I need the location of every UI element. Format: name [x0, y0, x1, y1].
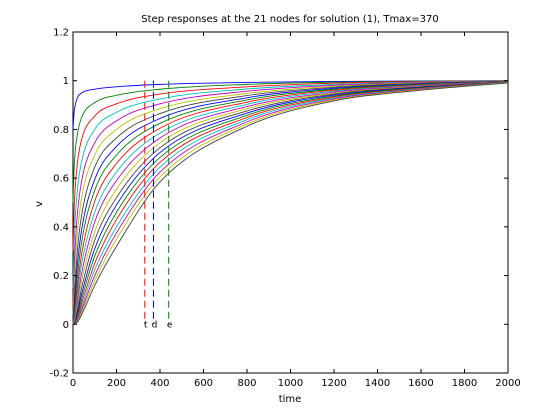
x-tick-label: 200 — [107, 378, 126, 389]
x-tick-label: 1600 — [408, 378, 433, 389]
x-tick-label: 600 — [194, 378, 213, 389]
tick-layer: 0 200 400 600 800 1000 1200 1400 1600 1800 2000 -0.… — [49, 28, 520, 390]
series-line — [72, 80, 509, 324]
marker-label-d: d — [152, 320, 158, 330]
x-tick-label: 2000 — [495, 378, 520, 389]
y-tick-label: 0.8 — [53, 125, 69, 136]
x-tick-label: 400 — [150, 378, 169, 389]
y-tick-label: 1 — [63, 76, 69, 87]
marker-label-e: e — [167, 320, 173, 330]
series-line — [72, 80, 509, 305]
marker-label-t: t — [144, 320, 148, 330]
series-line — [72, 80, 509, 322]
x-tick-label: 1800 — [452, 378, 477, 389]
y-tick-label: 0.2 — [53, 271, 69, 282]
series-line — [72, 81, 509, 325]
y-tick-label: 0.4 — [53, 222, 69, 233]
series-line — [72, 81, 509, 324]
x-tick-label: 800 — [237, 378, 256, 389]
series-layer — [72, 80, 509, 325]
series-line — [72, 80, 509, 130]
x-tick-label: 0 — [70, 378, 76, 389]
y-tick-label: 0.6 — [53, 174, 69, 185]
series-line — [72, 80, 509, 315]
y-tick-label: -0.2 — [49, 369, 69, 380]
series-line — [72, 80, 509, 203]
x-axis-label: time — [279, 394, 302, 405]
x-tick-label: 1000 — [278, 378, 303, 389]
series-line — [72, 80, 509, 288]
y-axis-label: v — [34, 201, 45, 207]
x-tick-label: 1400 — [365, 378, 390, 389]
series-line — [72, 80, 509, 320]
y-tick-label: 1.2 — [53, 28, 69, 39]
chart-title: Step responses at the 21 nodes for solut… — [141, 14, 438, 25]
y-tick-label: 0 — [63, 320, 69, 331]
series-line — [72, 80, 509, 252]
x-tick-label: 1200 — [321, 378, 346, 389]
series-line — [72, 80, 509, 324]
